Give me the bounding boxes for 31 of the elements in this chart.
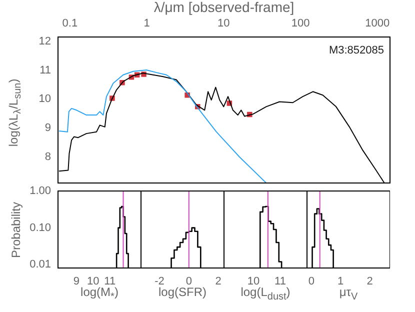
y-tick-label: 1.00 — [30, 185, 51, 198]
y-tick-label: 0.10 — [30, 222, 51, 234]
y-tick-label: 0.01 — [30, 258, 51, 271]
x-tick-label: 10 — [247, 276, 260, 288]
x-axis-title: log(L$_{dust}$) — [240, 285, 290, 302]
x-tick-label: 2 — [215, 276, 222, 288]
x-tick-label: 2 — [366, 276, 373, 288]
x-tick-label: 100 — [291, 17, 310, 30]
annotation: M3:852085 — [328, 44, 384, 57]
x-axis-title: log(SFR) — [158, 285, 206, 299]
x-tick-label: 11 — [274, 276, 286, 288]
x-tick-label: 0.1 — [62, 17, 78, 30]
y-tick-label: 11 — [40, 64, 51, 76]
y-tick-label: 12 — [38, 35, 51, 48]
x-tick-label: 0 — [186, 276, 192, 288]
x-tick-label: 10 — [87, 276, 100, 288]
y-tick-label: 8 — [44, 151, 51, 164]
y-axis-title: Probability — [8, 200, 24, 260]
x-axis-title: λ/μm [observed-frame] — [152, 0, 296, 15]
x-tick-label: 1 — [144, 17, 150, 30]
y-tick-label: 9 — [44, 122, 51, 134]
x-tick-label: -2 — [154, 276, 164, 288]
x-tick-label: 1 — [338, 276, 344, 288]
x-tick-label: 10 — [218, 17, 230, 30]
x-tick-label: 0 — [308, 276, 314, 288]
x-axis-title: μτ$_{V}$ — [339, 285, 358, 302]
x-axis-title: log(M$_{*}$) — [80, 285, 118, 302]
y-tick-label: 10 — [38, 93, 51, 106]
x-tick-label: 9 — [73, 276, 80, 288]
x-tick-label: 1000 — [365, 17, 390, 30]
x-tick-label: 11 — [104, 276, 116, 288]
